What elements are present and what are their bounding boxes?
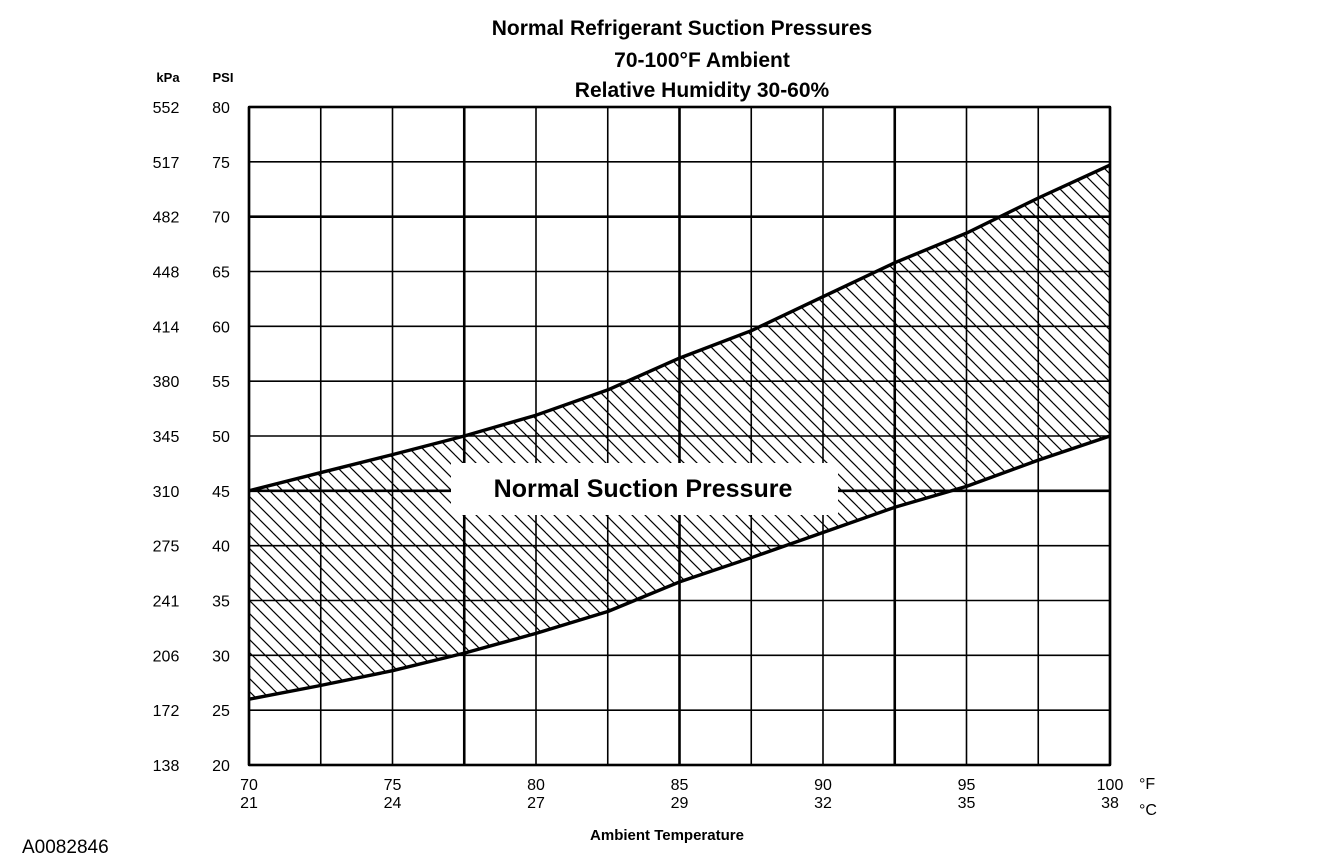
x-tick-c: 21: [240, 795, 258, 812]
band-label-backdrop: [451, 463, 838, 515]
y-tick-kpa: 552: [153, 100, 180, 117]
y-tick-kpa: 172: [153, 703, 180, 720]
y-tick-kpa: 517: [153, 155, 180, 172]
kpa-unit-label: kPa: [156, 70, 180, 85]
y-tick-kpa: 482: [153, 210, 180, 227]
x-tick-c: 27: [527, 795, 545, 812]
y-tick-psi: 35: [212, 594, 230, 611]
figure-id: A0082846: [22, 837, 109, 858]
x-axis-title: Ambient Temperature: [590, 827, 744, 844]
x-tick-c: 38: [1101, 795, 1119, 812]
x-tick-f: 90: [814, 777, 832, 794]
y-tick-psi: 50: [212, 429, 230, 446]
x-tick-f: 70: [240, 777, 258, 794]
chart-title-line-1: Normal Refrigerant Suction Pressures: [492, 17, 872, 40]
y-tick-kpa: 275: [153, 539, 180, 556]
x-tick-f: 85: [671, 777, 689, 794]
x-tick-f: 100: [1097, 777, 1124, 794]
fahrenheit-unit-label: °F: [1139, 776, 1155, 793]
y-tick-kpa: 345: [153, 429, 180, 446]
y-tick-kpa: 414: [153, 319, 180, 336]
y-tick-psi: 60: [212, 319, 230, 336]
y-tick-psi: 40: [212, 539, 230, 556]
y-tick-psi: 65: [212, 265, 230, 282]
y-tick-psi: 25: [212, 703, 230, 720]
y-tick-psi: 30: [212, 648, 230, 665]
chart-title-line-2: 70-100°F Ambient: [614, 49, 790, 72]
y-tick-psi: 80: [212, 100, 230, 117]
x-tick-c: 24: [384, 795, 402, 812]
y-tick-psi: 55: [212, 374, 230, 391]
y-tick-labels: 80 552 75 517 70 482 65 448 60 414 55 380 50 345 45 310…: [153, 100, 230, 775]
x-tick-f: 95: [958, 777, 976, 794]
curve-upper: [248, 163, 1111, 493]
y-tick-psi: 20: [212, 758, 230, 775]
band-label: Normal Suction Pressure: [494, 475, 793, 503]
y-tick-kpa: 138: [153, 758, 180, 775]
x-tick-f: 80: [527, 777, 545, 794]
band-boundary-curves: [248, 163, 1111, 701]
y-tick-psi: 75: [212, 155, 230, 172]
x-tick-c: 29: [671, 795, 689, 812]
x-tick-c: 35: [958, 795, 976, 812]
y-tick-psi: 45: [212, 484, 230, 501]
y-tick-psi: 70: [212, 210, 230, 227]
celsius-unit-label: °C: [1139, 802, 1157, 819]
x-tick-f: 75: [384, 777, 402, 794]
x-tick-c: 32: [814, 795, 832, 812]
y-tick-kpa: 310: [153, 484, 180, 501]
y-tick-kpa: 380: [153, 374, 180, 391]
y-tick-kpa: 448: [153, 265, 180, 282]
curve-lower: [248, 434, 1111, 701]
y-tick-kpa: 206: [153, 648, 180, 665]
chart-title-line-3: Relative Humidity 30-60%: [575, 79, 830, 102]
y-tick-kpa: 241: [153, 594, 180, 611]
psi-unit-label: PSI: [213, 70, 234, 85]
